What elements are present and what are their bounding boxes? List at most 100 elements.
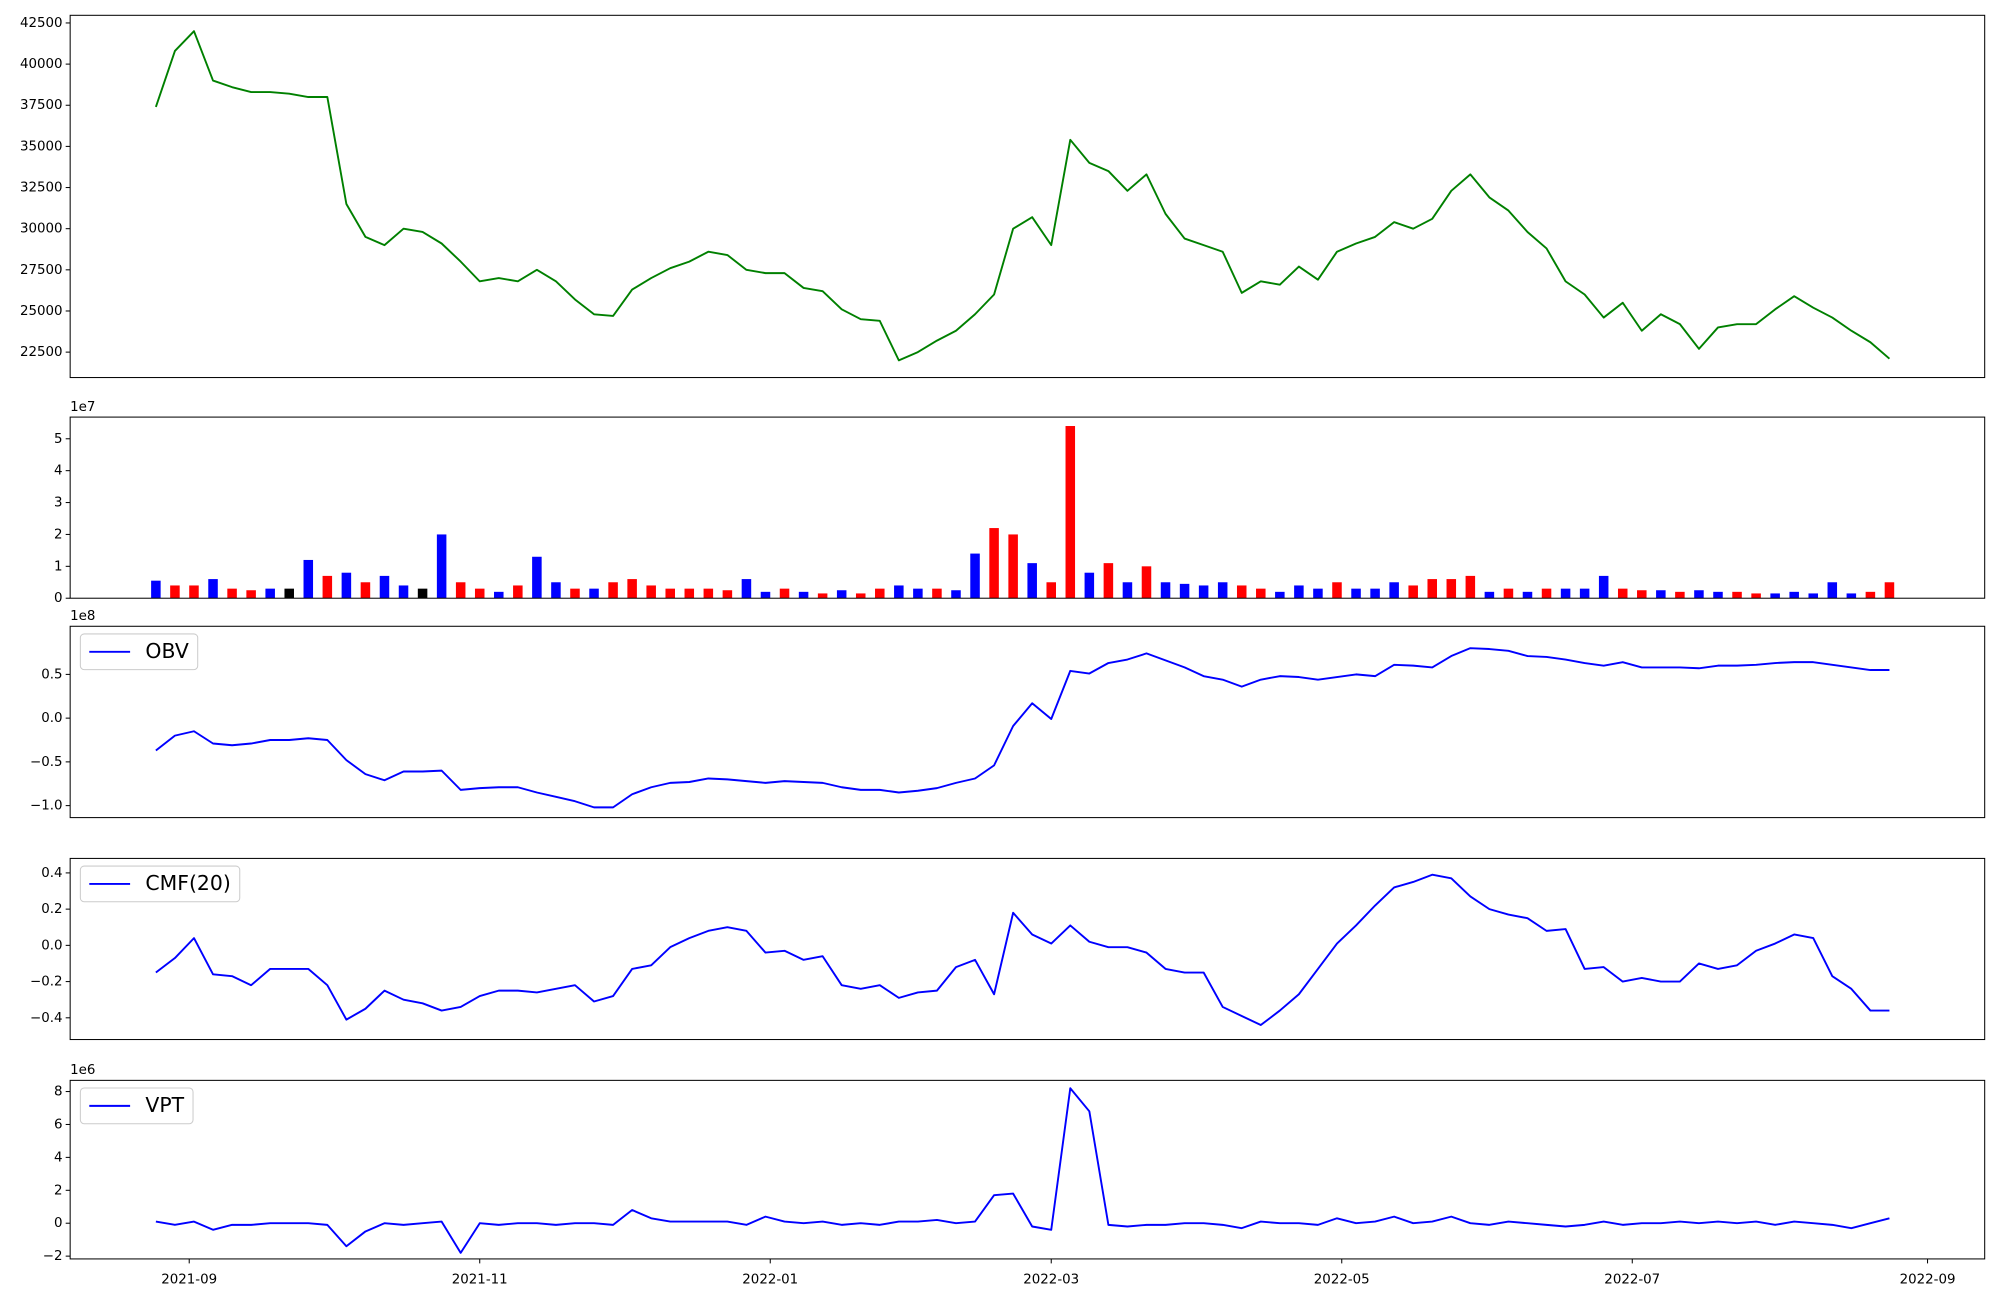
bar <box>208 579 218 599</box>
bar <box>1637 590 1647 599</box>
bar <box>932 588 942 599</box>
bar <box>417 588 428 599</box>
bar <box>227 588 237 599</box>
x-tick-label: 2021-11 <box>452 1272 508 1287</box>
panel: −1.0 −0.5 0.0 0.5 1e8 OBV <box>30 609 1986 819</box>
bar <box>474 588 485 599</box>
bar <box>913 588 923 599</box>
bar <box>1484 591 1495 599</box>
bar <box>1046 582 1056 599</box>
y-tick-label: 0 <box>54 591 63 606</box>
bar <box>1675 591 1685 599</box>
bar <box>341 572 352 599</box>
bar <box>1389 582 1399 599</box>
bar <box>1808 593 1819 599</box>
bar <box>360 582 371 599</box>
bar <box>1084 572 1095 599</box>
y-tick-label: 35000 <box>20 139 63 154</box>
bar <box>970 553 980 599</box>
bar <box>1160 582 1171 599</box>
bar <box>1617 588 1628 599</box>
x-tick-label: 2021-09 <box>161 1272 217 1287</box>
y-tick-label: −0.2 <box>30 975 62 990</box>
bar <box>303 559 314 599</box>
bar <box>855 593 866 599</box>
x-tick-label: 2022-07 <box>1604 1272 1660 1287</box>
bar <box>189 585 199 599</box>
bar <box>1579 588 1590 599</box>
bar <box>1503 588 1514 599</box>
y-tick-label: 1 <box>54 559 63 574</box>
bar <box>1332 582 1342 599</box>
bar <box>875 588 885 599</box>
bar <box>1427 579 1438 599</box>
panel: 22500 25000 27500 30000 32500 35000 37500 40000… <box>20 14 1986 379</box>
bar <box>551 582 561 599</box>
bar <box>1846 593 1857 599</box>
x-tick-label: 2022-05 <box>1314 1272 1370 1287</box>
y-tick-label: 8 <box>54 1085 63 1100</box>
bar <box>1122 582 1133 599</box>
offset-label: 1e6 <box>70 1063 95 1078</box>
bar <box>646 585 656 599</box>
bar <box>779 588 790 599</box>
bar <box>151 580 161 599</box>
bar <box>322 575 333 599</box>
bar <box>741 579 752 599</box>
axes-frame <box>69 857 1986 1041</box>
bar <box>455 582 466 599</box>
panel: −0.4 −0.2 0.0 0.2 0.4 CMF(20) <box>30 857 1986 1041</box>
legend-box <box>79 865 241 903</box>
y-tick-label: 0.0 <box>41 938 62 953</box>
bar <box>1294 585 1304 599</box>
bar <box>589 588 599 599</box>
bar <box>1465 575 1476 599</box>
y-tick-label: 2 <box>54 1183 63 1198</box>
legend: VPT <box>79 1087 194 1125</box>
x-tick-label: 2022-09 <box>1900 1272 1956 1287</box>
panel: −2 0 2 4 6 8 2021-09 2021-11 2022-01 2022-03 2022-… <box>43 1063 1986 1287</box>
bar <box>1541 588 1552 599</box>
bar <box>1275 591 1285 599</box>
axes-frame <box>69 625 1986 819</box>
y-tick-label: 0.4 <box>41 866 62 881</box>
legend-text: OBV <box>145 639 188 663</box>
y-tick-label: 4 <box>54 464 63 479</box>
y-tick-label: 27500 <box>20 263 63 278</box>
bar <box>798 591 809 599</box>
x-tick-label: 2022-03 <box>1023 1272 1079 1287</box>
x-tick-label: 2022-01 <box>742 1272 798 1287</box>
line <box>155 647 1890 809</box>
y-tick-label: 0 <box>54 1216 63 1231</box>
bar <box>1770 593 1780 599</box>
bar <box>665 588 675 599</box>
bar <box>1217 582 1228 599</box>
offset-label: 1e7 <box>70 400 95 415</box>
bar <box>1370 588 1380 599</box>
bar <box>760 591 771 599</box>
y-tick-label: 4 <box>54 1150 63 1165</box>
bar <box>246 590 256 599</box>
legend-text: VPT <box>145 1093 184 1117</box>
line <box>154 30 1891 362</box>
bar <box>1732 591 1742 599</box>
bar <box>627 579 637 599</box>
bar <box>513 585 523 599</box>
bar <box>398 585 409 599</box>
bar <box>284 588 294 599</box>
legend: OBV <box>79 633 199 671</box>
bar <box>989 528 999 599</box>
y-tick-label: −1.0 <box>30 799 62 814</box>
y-tick-label: −0.4 <box>30 1011 62 1026</box>
legend-text: CMF(20) <box>145 871 230 895</box>
y-tick-label: 0.5 <box>41 667 62 682</box>
bar <box>570 588 580 599</box>
bar <box>1141 566 1152 599</box>
bar <box>1179 583 1190 599</box>
axes-frame <box>69 1079 1986 1260</box>
legend-box <box>79 1087 194 1125</box>
y-tick-label: 6 <box>54 1117 63 1132</box>
bar <box>1256 588 1266 599</box>
y-tick-label: 0.0 <box>41 711 62 726</box>
